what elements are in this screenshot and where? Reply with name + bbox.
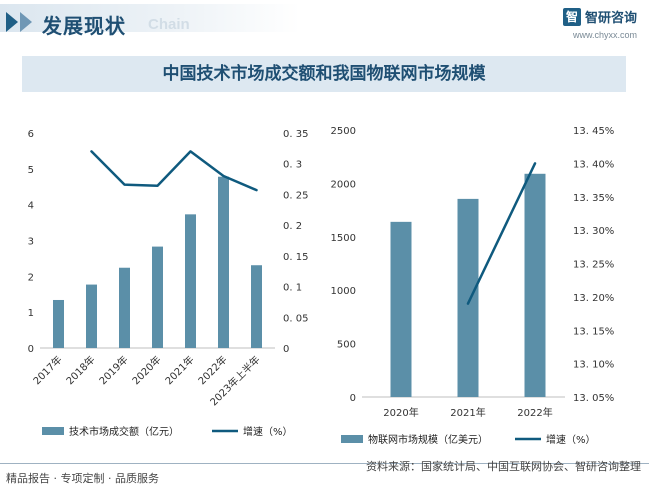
header-banner: 发展现状 Chain xyxy=(0,4,300,38)
bar xyxy=(251,265,262,348)
y-right-tick-label: 0 xyxy=(283,344,289,355)
legend-bar-swatch xyxy=(42,427,64,435)
y-right-tick-label: 0. 15 xyxy=(283,252,308,263)
y-right-tick-label: 13. 40% xyxy=(573,159,614,170)
bar xyxy=(86,284,97,348)
y-right-tick-label: 13. 30% xyxy=(573,226,614,237)
y-right-tick-label: 13. 15% xyxy=(573,326,614,337)
x-tick-label: 2020年 xyxy=(383,406,418,419)
y-right-tick-label: 13. 05% xyxy=(573,393,614,404)
y-right-tick-label: 13. 10% xyxy=(573,360,614,371)
footer-divider xyxy=(0,463,649,464)
x-tick-label: 2021年 xyxy=(450,406,485,419)
y-right-tick-label: 13. 35% xyxy=(573,193,614,204)
bar xyxy=(152,246,163,348)
y-left-tick-label: 3 xyxy=(28,237,34,248)
brand-url: www.chyxx.com xyxy=(572,30,637,40)
x-tick-label: 2017年 xyxy=(30,353,64,387)
legend-label: 增速（%） xyxy=(546,433,596,446)
bar xyxy=(185,214,196,348)
header: 发展现状 Chain 智智研咨询 www.chyxx.com xyxy=(0,0,649,40)
bar xyxy=(53,299,64,348)
y-left-tick-label: 0 xyxy=(28,344,34,355)
bar xyxy=(119,267,130,348)
x-tick-label: 2021年 xyxy=(162,353,196,387)
y-left-tick-label: 2 xyxy=(28,272,34,283)
legend-label: 增速（%） xyxy=(243,425,293,438)
x-tick-label: 2019年 xyxy=(96,353,130,387)
section-subtitle: Chain xyxy=(148,16,190,33)
legend-label: 技术市场成交额（亿元） xyxy=(69,425,179,438)
y-left-tick-label: 5 xyxy=(28,165,34,176)
brand-logo-icon: 智 xyxy=(562,7,581,26)
x-tick-label: 2022年 xyxy=(517,406,552,419)
y-right-tick-label: 0. 3 xyxy=(283,160,302,171)
legend-label: 物联网市场规模（亿美元） xyxy=(368,433,488,446)
brand: 智智研咨询 www.chyxx.com xyxy=(562,6,637,40)
y-right-tick-label: 0. 35 xyxy=(283,129,308,140)
chevron-right-icon xyxy=(6,12,18,32)
y-right-tick-label: 0. 1 xyxy=(283,283,302,294)
y-right-tick-label: 13. 45% xyxy=(573,126,614,137)
brand-name: 智研咨询 xyxy=(584,11,637,26)
y-left-tick-label: 4 xyxy=(28,201,34,212)
bar xyxy=(457,198,479,397)
x-tick-label: 2020年 xyxy=(129,353,163,387)
y-right-tick-label: 0. 05 xyxy=(283,313,308,324)
growth-line xyxy=(90,150,258,192)
section-title: 发展现状 xyxy=(42,14,126,38)
y-left-tick-label: 1500 xyxy=(331,233,356,244)
y-left-tick-label: 6 xyxy=(28,129,34,140)
chevron-right-icon xyxy=(20,12,32,32)
footer-slogan: 精品报告 · 专项定制 · 品质服务 xyxy=(6,472,159,485)
y-left-tick-label: 500 xyxy=(337,340,356,351)
bar xyxy=(218,176,229,348)
legend-bar-swatch xyxy=(341,435,363,443)
y-left-tick-label: 1 xyxy=(28,308,34,319)
x-tick-label: 2018年 xyxy=(63,353,97,387)
y-right-tick-label: 0. 25 xyxy=(283,190,308,201)
y-left-tick-label: 0 xyxy=(350,393,356,404)
y-right-tick-label: 13. 25% xyxy=(573,260,614,271)
bar xyxy=(524,173,546,397)
y-right-tick-label: 13. 20% xyxy=(573,293,614,304)
y-left-tick-label: 2500 xyxy=(331,126,356,137)
y-left-tick-label: 1000 xyxy=(331,286,356,297)
footer-source: 资料来源：国家统计局、中国互联网协会、智研咨询整理 xyxy=(366,460,641,473)
y-left-tick-label: 2000 xyxy=(331,179,356,190)
x-tick-label: 2022年 xyxy=(195,353,229,387)
bar xyxy=(390,221,412,397)
chart-title: 中国技术市场成交额和我国物联网市场规模 xyxy=(22,56,626,92)
y-right-tick-label: 0. 2 xyxy=(283,221,302,232)
growth-line xyxy=(466,162,537,305)
